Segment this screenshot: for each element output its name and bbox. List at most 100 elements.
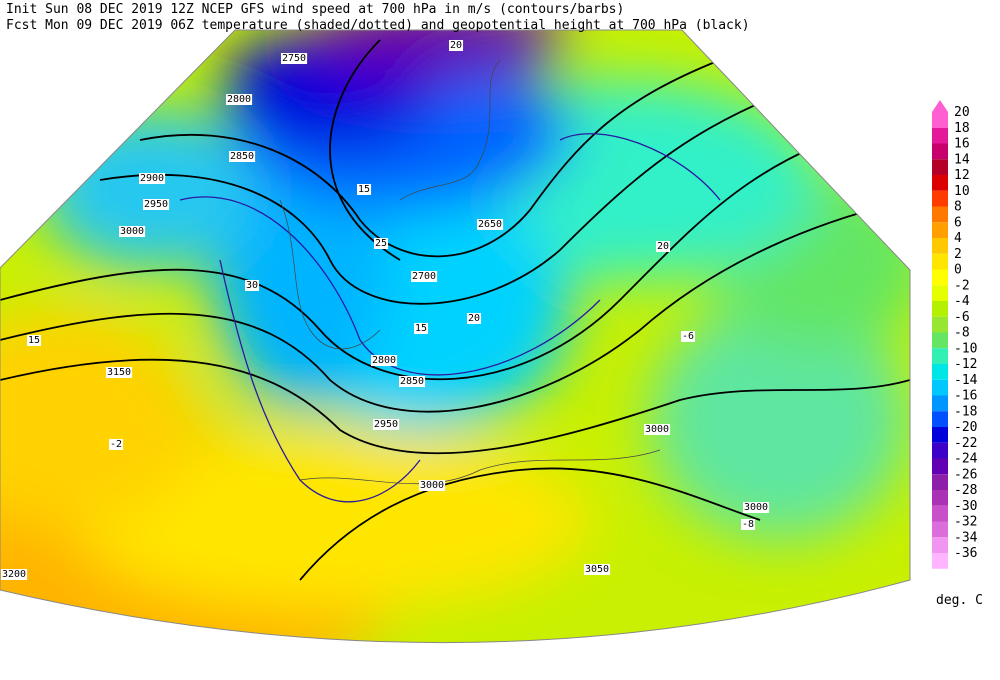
colorbar-label: -28 (954, 483, 977, 498)
colorbar-swatch (932, 474, 948, 490)
wind-contour (219, 259, 421, 503)
header-line: Fcst Mon 09 DEC 2019 06Z temperature (sh… (6, 18, 750, 33)
colorbar-swatch (932, 112, 948, 128)
colorbar-label: 18 (954, 121, 970, 136)
colorbar-label: -34 (954, 530, 978, 545)
map-label: 2750 (282, 53, 306, 64)
colorbar-swatch (932, 395, 948, 412)
map-label: 2900 (140, 173, 164, 184)
temperature-shading (0, 30, 910, 643)
colorbar-label: -16 (954, 389, 977, 404)
map-label: 15 (28, 335, 40, 346)
header-line: Init Sun 08 DEC 2019 12Z NCEP GFS wind s… (6, 2, 624, 17)
colorbar-swatch (932, 505, 948, 522)
map-label-bg (106, 367, 133, 378)
colorbar-label: 20 (954, 105, 970, 120)
colorbar-swatch (932, 316, 948, 333)
map-label-bg (656, 241, 671, 252)
map-label-bg (1, 569, 28, 580)
colorbar-swatch (932, 175, 948, 191)
map-label: 20 (450, 40, 462, 51)
contour-line (0, 119, 901, 381)
colorbar-swatch (932, 206, 948, 223)
map-label-bg (743, 502, 770, 513)
map-label: 2650 (478, 219, 502, 230)
map-label-bg (477, 219, 504, 230)
colorbar-label: 0 (954, 263, 962, 278)
colorbar-label: 4 (954, 231, 962, 246)
map-label-bg (139, 173, 166, 184)
contour-line (0, 358, 910, 455)
colorbar-label: -32 (954, 515, 977, 530)
map-label-bg (281, 53, 308, 64)
colorbar-label: -14 (954, 373, 978, 388)
map-label: 3000 (420, 480, 444, 491)
map-label: 3200 (2, 569, 26, 580)
colorbar-swatch (932, 301, 948, 317)
map-label: 3000 (120, 226, 144, 237)
colorbar-swatch (932, 348, 948, 364)
colorbar-swatch (932, 364, 948, 380)
colorbar-label: -24 (954, 452, 978, 467)
colorbar-swatch (932, 553, 948, 569)
map-label: -6 (682, 331, 694, 342)
map-label-bg (143, 199, 170, 210)
colorbar-arrow (932, 100, 948, 112)
wind-contour (179, 196, 601, 376)
contour-line (99, 79, 821, 305)
map-label: 25 (375, 238, 387, 249)
map-label-bg (584, 564, 611, 575)
coastline (279, 199, 381, 350)
map-label-bg (419, 480, 446, 491)
wind-contour (559, 133, 721, 201)
map-label-bg (245, 280, 260, 291)
colorbar-swatch (932, 442, 948, 459)
coastline (299, 449, 661, 485)
map-label-bg (229, 151, 256, 162)
map-label: 15 (358, 184, 370, 195)
colorbar-swatch (932, 222, 948, 238)
colorbar-label: -18 (954, 404, 977, 419)
map-label-bg (644, 424, 671, 435)
colorbar-label: -6 (954, 310, 970, 325)
contour-line (139, 59, 721, 258)
map-label: 3000 (744, 502, 768, 513)
colorbar-label: -12 (954, 357, 977, 372)
colorbar-swatch (932, 159, 948, 175)
colorbar-label: 2 (954, 247, 962, 262)
colorbar-swatch (932, 537, 948, 553)
colorbar-swatch (932, 427, 948, 443)
map-label-bg (681, 331, 696, 342)
map-label-bg (374, 238, 389, 249)
map-border (0, 29, 911, 644)
colorbar-label: -22 (954, 436, 977, 451)
colorbar-label: -36 (954, 546, 977, 561)
colorbar-label: -2 (954, 278, 970, 293)
colorbar-label: 6 (954, 215, 962, 230)
colorbar-label: -4 (954, 294, 970, 309)
map-label-bg (27, 335, 42, 346)
map-label-bg (467, 313, 482, 324)
map-label: 2800 (372, 355, 396, 366)
map-label: -2 (110, 439, 122, 450)
map-label-bg (399, 376, 426, 387)
colorbar-swatch (932, 458, 948, 475)
map-label-bg (109, 439, 124, 450)
map-label: -8 (742, 519, 754, 530)
map-label: 2950 (374, 419, 398, 430)
contour-line (299, 467, 761, 581)
colorbar-label: -26 (954, 467, 977, 482)
contour-line (329, 39, 401, 261)
colorbar-label: 10 (954, 184, 970, 199)
map-label: 2950 (144, 199, 168, 210)
colorbar-swatch (932, 521, 948, 538)
map-label-bg (373, 419, 400, 430)
colorbar-label: 12 (954, 168, 970, 183)
map-label-bg (119, 226, 146, 237)
colorbar-label: -8 (954, 326, 970, 341)
colorbar-swatch (932, 332, 948, 349)
colorbar-swatch (932, 411, 948, 427)
map-label-bg (741, 519, 756, 530)
colorbar-swatch (932, 143, 948, 160)
